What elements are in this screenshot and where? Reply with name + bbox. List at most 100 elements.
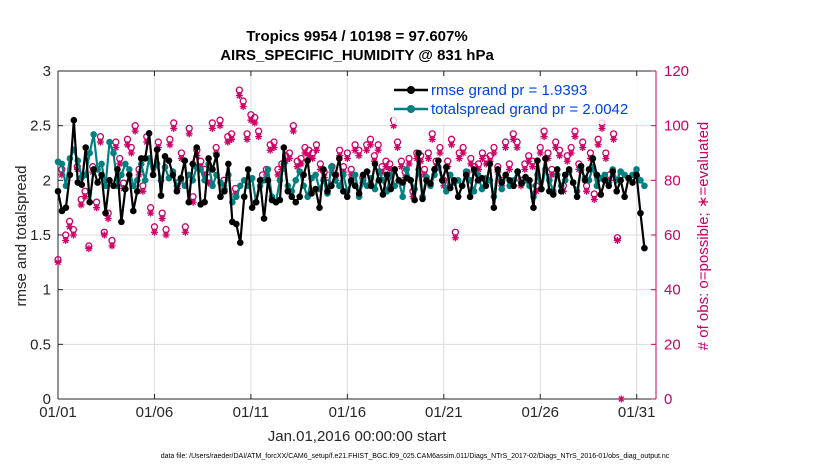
asterisk-stroke [514,144,521,151]
asterisk-stroke [572,133,578,140]
obs-evaluated-point [428,135,436,143]
rmse-point [157,192,165,199]
asterisk-stroke [163,232,169,238]
asterisk-stroke [132,128,139,135]
obs-evaluated-point [81,193,89,201]
rmse-point [637,209,644,217]
obs-evaluated-point [96,138,104,146]
asterisk-stroke [429,136,436,143]
rmse-point [371,160,379,168]
obs-evaluated-point [594,141,602,149]
asterisk-stroke [491,150,497,156]
rmse-point [593,171,601,179]
asterisk-stroke [386,166,393,173]
rmse-point [225,160,232,168]
asterisk-stroke [460,150,467,156]
obs-evaluated-point [100,231,108,239]
rmse-point [177,174,185,182]
asterisk-stroke [448,141,455,148]
totalspread-point [641,182,648,190]
rmse-point [589,155,597,162]
obs-evaluated-point [397,163,405,171]
series [54,116,648,252]
rmse-point [363,168,371,175]
asterisk-stroke [537,150,544,156]
rmse-point [431,166,438,173]
y-tick-label: 1 [43,282,51,299]
rmse-point [106,177,113,184]
totalspread-point [248,174,256,182]
asterisk-stroke [166,141,173,148]
asterisk-stroke [178,155,185,162]
chart-subtitle: AIRS_SPECIFIC_HUMIDITY @ 831 hPa [220,47,494,64]
obs-evaluated-point [374,146,382,154]
obs-evaluated-point [158,215,166,223]
asterisk-stroke [552,144,559,151]
obs-evaluated-point [54,258,62,266]
asterisk-stroke [66,223,73,230]
rmse-point [149,171,157,179]
rmse-point [90,166,97,173]
rmse-point [296,193,304,201]
rmse-point [569,179,577,186]
obs-evaluated-point [467,160,475,168]
asterisk-stroke [244,136,250,143]
obs-evaluated-point [424,154,432,162]
rmse-point [300,171,307,179]
asterisk-stroke [139,188,146,195]
rmse-point [462,171,470,179]
rmse-point [498,179,506,186]
rmse-point [526,177,533,184]
rmse-point [387,185,395,193]
totalspread-point [236,182,244,190]
asterisk-stroke [456,155,463,162]
obs-evaluated-point [525,157,533,165]
asterisk-stroke [583,188,590,195]
obs-evaluated-point [69,231,77,239]
obs-evaluated-point [166,141,174,149]
totalspread-point [86,149,93,157]
rmse-point [407,177,414,184]
rmse-point [625,174,632,182]
rmse-point [609,168,617,175]
obs-evaluated-point [602,154,610,162]
rmse-point [233,220,240,228]
rmse-point [256,177,264,184]
x-tick-label: 01/01 [39,404,77,421]
rmse-point [585,166,593,173]
y-right-tick-label: 100 [664,118,689,135]
totalspread-point [118,171,125,179]
asterisk-stroke [105,215,112,222]
rmse-point [316,204,323,211]
y-tick-label: 2.5 [30,118,51,135]
obs-evaluated-point [509,135,517,143]
rmse-point [328,182,335,190]
obs-evaluated-point [255,133,263,141]
rmse-point [276,196,284,204]
obs-evaluated-point [243,135,251,143]
asterisk-stroke [556,152,563,159]
asterisk-stroke [602,155,609,162]
totalspread-point [498,185,506,193]
rmse-point [332,171,339,179]
asterisk-stroke [367,141,374,148]
rmse-point [514,168,521,175]
obs-evaluated-point [505,165,513,173]
obs-evaluated-point [297,160,305,168]
asterisk-stroke [618,396,625,402]
rmse-point [538,185,545,193]
obs-evaluated-point [610,135,618,143]
rmse-point [336,155,343,162]
obs-evaluated-point [208,124,216,132]
rmse-point [185,198,193,206]
asterisk-stroke [286,155,293,162]
asterisk-stroke [217,122,223,129]
y-right-tick-label: 80 [664,172,681,189]
rmse-point [439,177,446,184]
obs-evaluated-point [228,135,236,143]
x-tick-label: 01/21 [425,404,463,421]
asterisk-stroke [425,155,432,162]
rmse-point [312,185,319,193]
obs-evaluated-point [552,144,560,152]
totalspread-point [264,166,272,173]
